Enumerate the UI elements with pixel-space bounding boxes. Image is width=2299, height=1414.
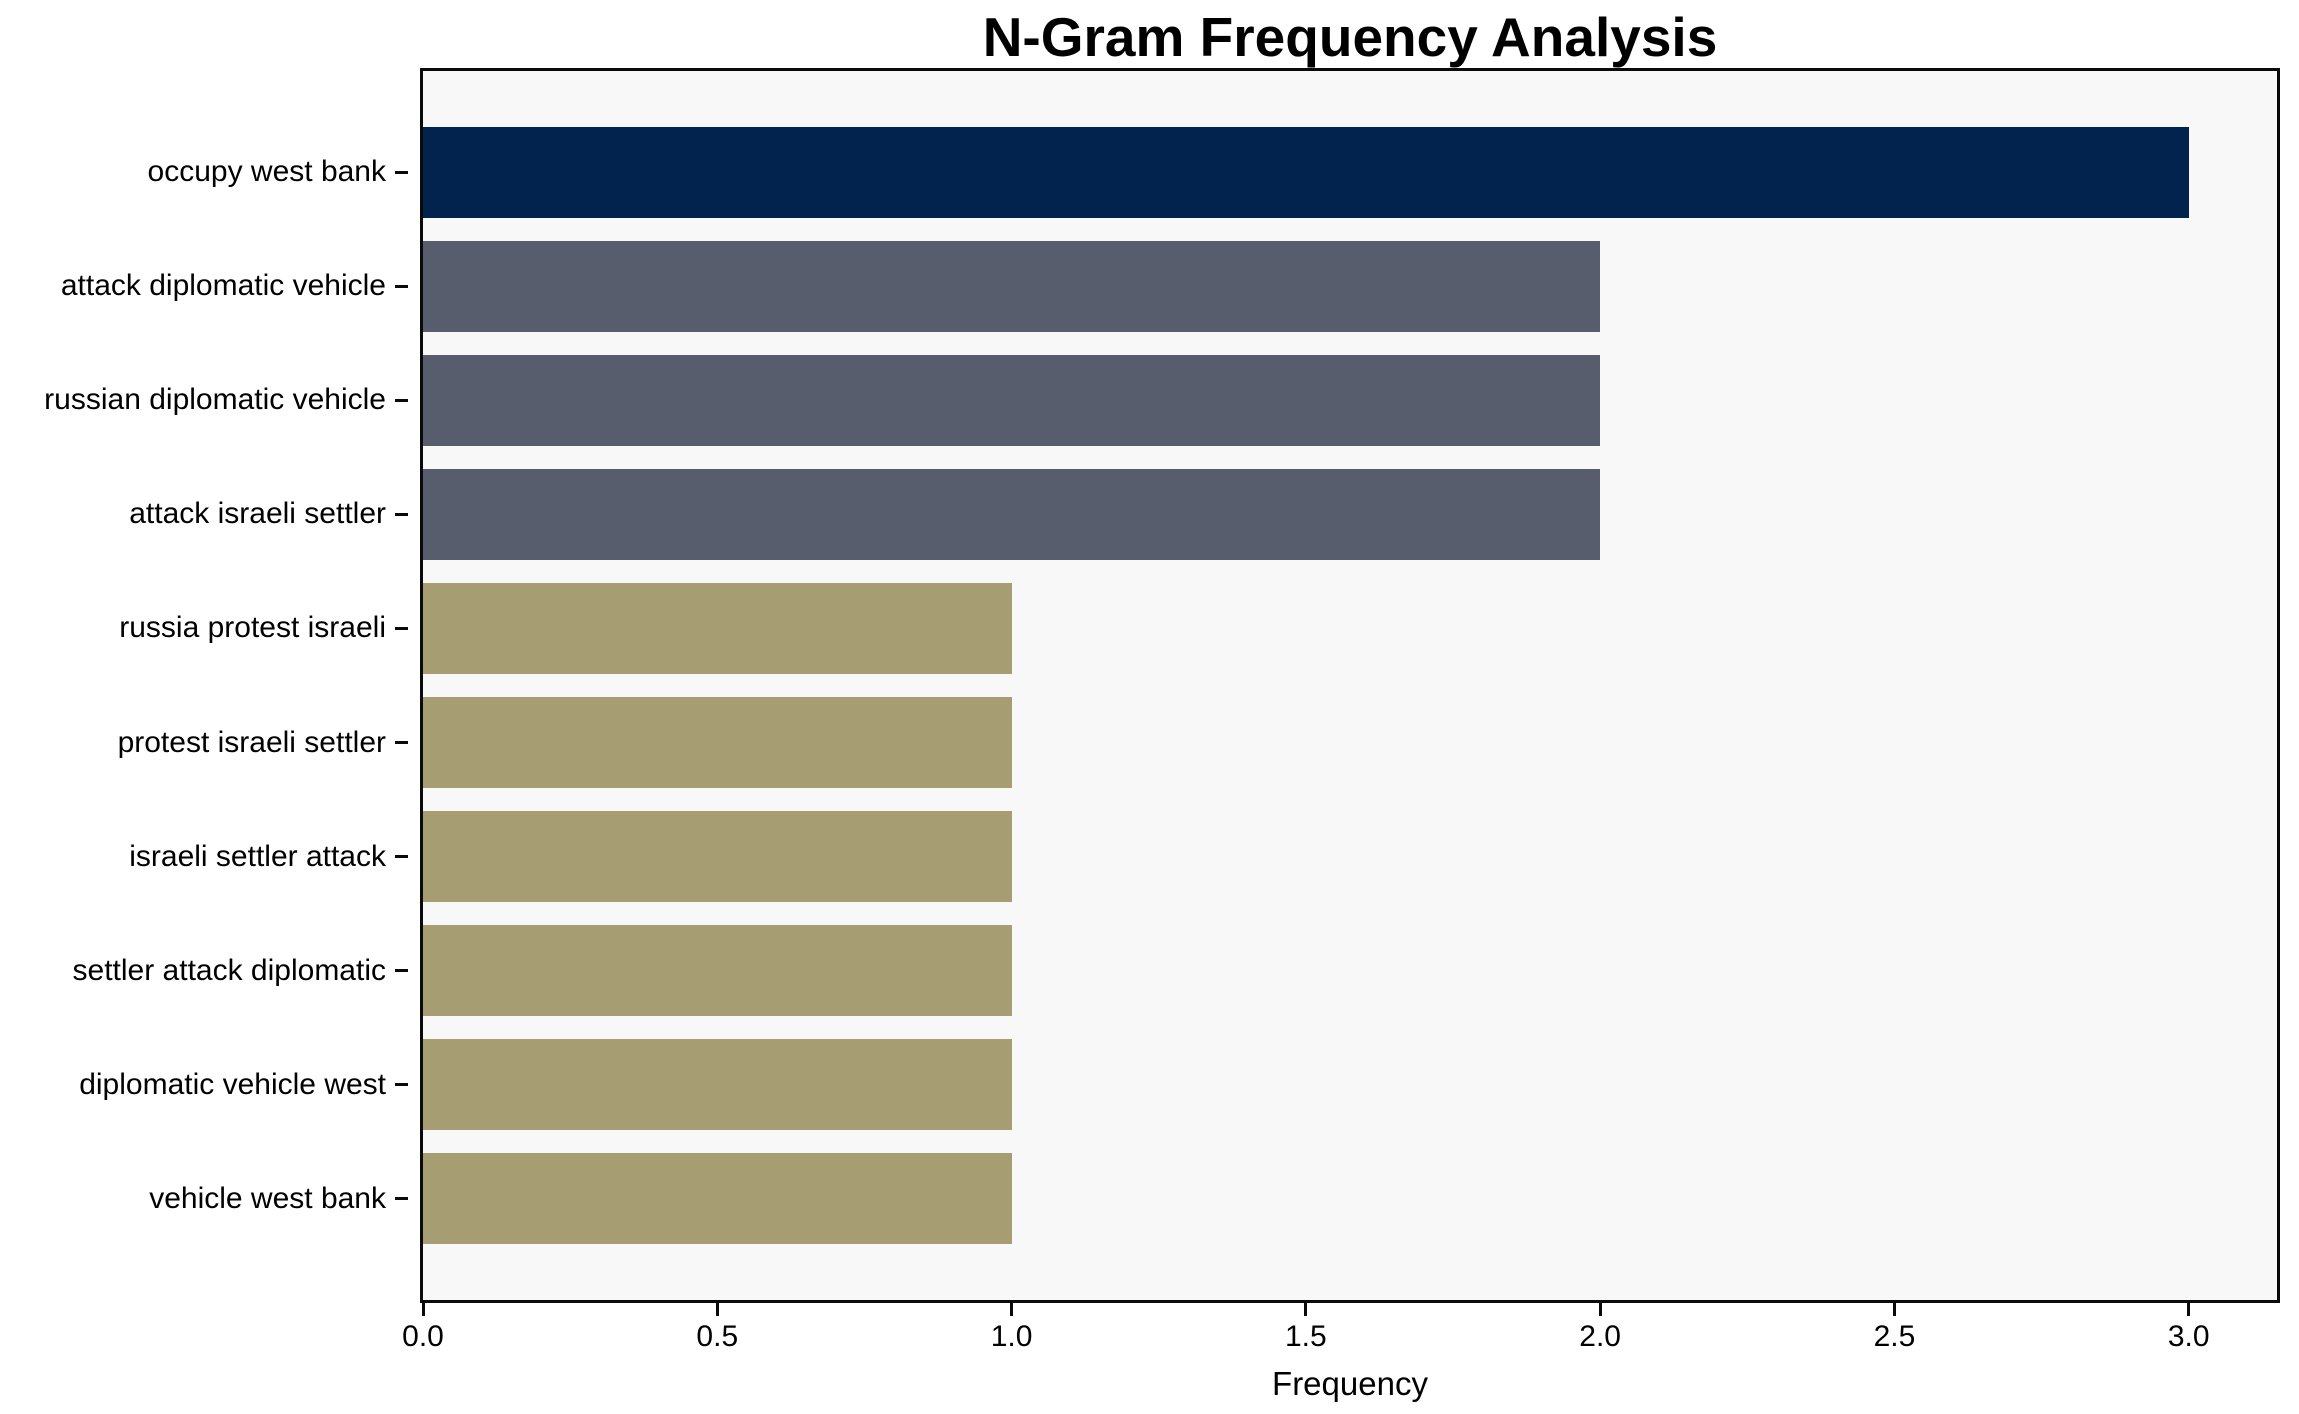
y-tick-label: attack israeli settler	[129, 497, 386, 531]
y-tick-label: vehicle west bank	[149, 1181, 386, 1215]
y-tick-mark	[395, 855, 408, 858]
bar	[423, 1152, 1012, 1245]
x-tick-mark	[1892, 1303, 1896, 1316]
x-tick-mark	[715, 1303, 719, 1316]
y-tick-mark	[395, 1083, 408, 1087]
x-tick-label: 2.0	[1579, 1320, 1621, 1353]
y-tick-label: protest israeli settler	[117, 725, 386, 759]
x-tick-label: 1.5	[1284, 1320, 1327, 1353]
x-tick-mark	[1304, 1303, 1308, 1316]
chart-title: N-Gram Frequency Analysis	[982, 6, 1718, 68]
y-tick-label: russian diplomatic vehicle	[44, 383, 386, 417]
x-tick-label: 2.5	[1873, 1320, 1916, 1353]
bar	[423, 126, 2189, 219]
x-axis: 0.0 0.5 1.0 1.5 2.0 2.5 3.0	[402, 1303, 2280, 1369]
x-axis-title: Frequency	[1272, 1365, 1428, 1402]
x-tick-mark	[421, 1303, 425, 1316]
y-tick-mark	[395, 741, 408, 744]
x-tick-mark	[1010, 1303, 1014, 1316]
bar	[423, 240, 1601, 333]
plot-area	[420, 68, 2280, 1303]
bar	[423, 354, 1601, 447]
bar	[423, 468, 1601, 561]
y-tick-label: israeli settler attack	[129, 839, 386, 873]
y-tick-mark	[395, 398, 408, 402]
bar	[423, 810, 1012, 903]
y-tick-mark	[395, 969, 408, 973]
y-tick-mark	[395, 626, 408, 630]
y-axis-labels: occupy west bank attack diplomatic vehicl…	[0, 68, 420, 1303]
bar	[423, 924, 1012, 1017]
y-tick-label: occupy west bank	[147, 155, 386, 189]
x-tick-label: 0.5	[696, 1320, 739, 1353]
y-tick-mark	[395, 1197, 408, 1201]
x-tick-label: 0.0	[402, 1320, 444, 1353]
x-tick-mark	[1598, 1303, 1602, 1316]
y-tick-label: diplomatic vehicle west	[79, 1067, 386, 1101]
y-tick-label: settler attack diplomatic	[72, 953, 386, 987]
x-tick-label: 3.0	[2167, 1320, 2210, 1353]
x-tick-label: 1.0	[990, 1320, 1033, 1353]
y-tick-mark	[395, 170, 408, 174]
bar	[423, 696, 1012, 789]
y-tick-mark	[395, 512, 408, 516]
bar	[423, 582, 1012, 675]
x-tick-mark	[2187, 1303, 2191, 1316]
y-tick-label: russia protest israeli	[119, 611, 386, 645]
bar	[423, 1038, 1012, 1131]
y-tick-mark	[395, 284, 408, 288]
y-tick-label: attack diplomatic vehicle	[60, 269, 386, 303]
